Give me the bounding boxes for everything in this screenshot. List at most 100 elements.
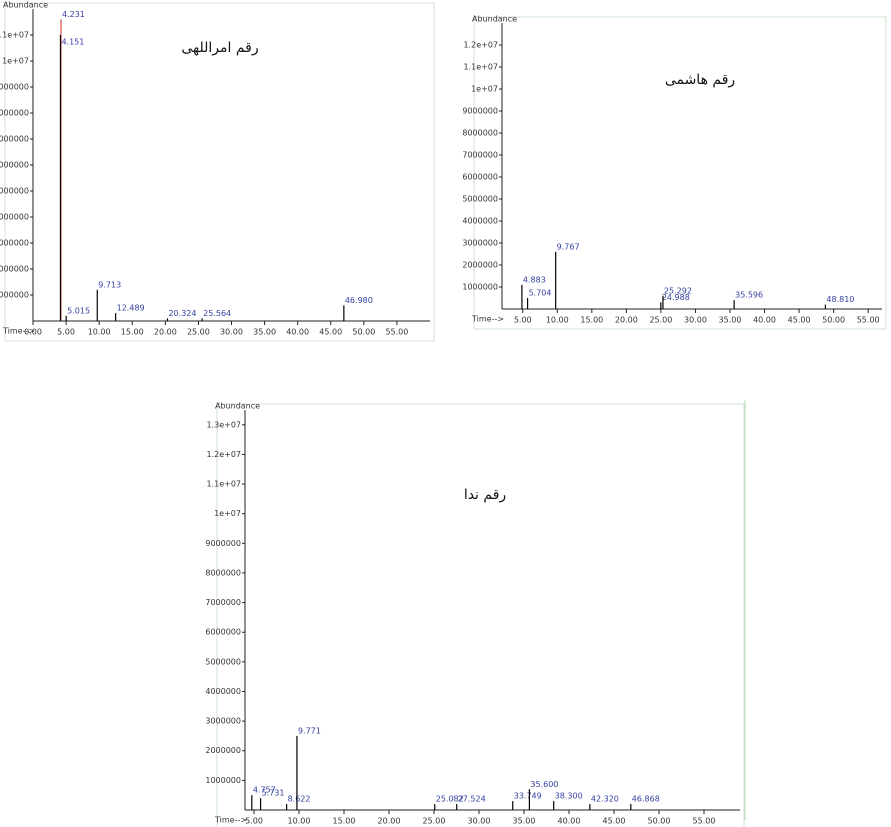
- x-tick-label: 40.00: [753, 316, 776, 325]
- y-tick-label: 8000000: [462, 129, 498, 138]
- peak-label: 42.320: [591, 795, 619, 804]
- x-axis-label: Time-->: [214, 816, 247, 825]
- x-tick-label: 35.00: [719, 316, 742, 325]
- y-tick-label: 1.3e+07: [206, 420, 241, 429]
- peak-label: 24.988: [662, 293, 690, 302]
- x-tick-label: 55.00: [693, 817, 716, 826]
- y-axis-label: Abundance: [472, 15, 517, 24]
- y-tick-label: 1.1e+07: [206, 480, 241, 489]
- x-tick-label: 0.00: [24, 328, 42, 337]
- x-tick-label: 35.00: [253, 328, 276, 337]
- peak-label: 48.810: [826, 295, 854, 304]
- peak-label: 9.767: [557, 242, 580, 251]
- x-tick-label: 55.00: [385, 328, 408, 337]
- x-tick-label: 25.00: [187, 328, 210, 337]
- peak-label: 9.771: [298, 726, 321, 735]
- x-tick-label: 5.00: [57, 328, 75, 337]
- chart-title: رقم ندا: [464, 487, 506, 503]
- x-tick-label: 15.00: [333, 817, 356, 826]
- peak-label: 20.324: [168, 309, 196, 318]
- y-tick-label: 5000000: [462, 195, 498, 204]
- y-tick-label: 3000000: [0, 239, 29, 248]
- x-tick-label: 40.00: [286, 328, 309, 337]
- y-tick-label: 4000000: [205, 687, 241, 696]
- x-tick-label: 30.00: [220, 328, 243, 337]
- peak-label: 35.600: [530, 780, 558, 789]
- peak-label: 5.731: [262, 789, 285, 798]
- y-tick-label: 5000000: [0, 187, 29, 196]
- peak-label: 25.292: [664, 286, 692, 295]
- y-tick-label: 2000000: [0, 265, 29, 274]
- y-tick-label: 1.2e+07: [206, 450, 241, 459]
- y-tick-label: 7000000: [0, 135, 29, 144]
- x-tick-label: 20.00: [615, 316, 638, 325]
- x-tick-label: 35.00: [513, 817, 536, 826]
- x-tick-label: 30.00: [684, 316, 707, 325]
- y-tick-label: 8000000: [205, 568, 241, 577]
- x-tick-label: 50.00: [822, 316, 845, 325]
- x-tick-label: 25.00: [423, 817, 446, 826]
- peak-label: 4.151: [61, 38, 84, 47]
- x-tick-label: 30.00: [468, 817, 491, 826]
- y-tick-label: 1e+07: [471, 85, 498, 94]
- x-tick-label: 50.00: [648, 817, 671, 826]
- peak-label: 27.524: [458, 795, 486, 804]
- peak-label: 12.489: [117, 304, 145, 313]
- y-tick-label: 6000000: [205, 628, 241, 637]
- peak-label: 25.564: [203, 309, 231, 318]
- x-tick-label: 45.00: [319, 328, 342, 337]
- y-tick-label: 4000000: [462, 217, 498, 226]
- x-tick-label: 45.00: [788, 316, 811, 325]
- x-tick-label: 20.00: [378, 817, 401, 826]
- y-tick-label: 1.1e+07: [0, 31, 29, 40]
- y-tick-label: 2000000: [205, 746, 241, 755]
- y-tick-label: 1000000: [0, 291, 29, 300]
- x-tick-label: 25.00: [649, 316, 672, 325]
- peak-label: 38.300: [555, 792, 583, 801]
- y-tick-label: 1e+07: [214, 509, 241, 518]
- y-tick-label: 1.1e+07: [463, 63, 498, 72]
- peak-label: 4.883: [523, 275, 546, 284]
- x-tick-label: 5.00: [245, 817, 263, 826]
- x-tick-label: 5.00: [514, 316, 532, 325]
- peak-label: 25.082: [436, 795, 464, 804]
- peak-label: 9.713: [98, 280, 121, 289]
- peak-label: 4.757: [253, 786, 276, 795]
- y-tick-label: 9000000: [462, 107, 498, 116]
- peak-label: 46.980: [345, 296, 373, 305]
- y-tick-label: 3000000: [205, 717, 241, 726]
- y-tick-label: 1e+07: [2, 57, 29, 66]
- peak-label: 5.015: [67, 306, 90, 315]
- peak-label: 35.596: [735, 291, 763, 300]
- y-tick-label: 3000000: [462, 239, 498, 248]
- y-tick-label: 7000000: [462, 151, 498, 160]
- x-tick-label: 10.00: [88, 328, 111, 337]
- peak-label: 46.868: [632, 795, 660, 804]
- y-tick-label: 2000000: [462, 261, 498, 270]
- chart-title: رقم امراللهی: [181, 40, 258, 56]
- y-tick-label: 1000000: [205, 776, 241, 785]
- x-tick-label: 45.00: [603, 817, 626, 826]
- x-tick-label: 15.00: [121, 328, 144, 337]
- plot-frame: [4, 2, 435, 342]
- y-axis-label: Abundance: [215, 402, 260, 411]
- x-tick-label: 15.00: [580, 316, 603, 325]
- y-tick-label: 1000000: [462, 283, 498, 292]
- x-tick-label: 55.00: [857, 316, 880, 325]
- x-tick-label: 10.00: [546, 316, 569, 325]
- y-tick-label: 7000000: [205, 598, 241, 607]
- peak-label: 4.231: [62, 10, 85, 19]
- y-tick-label: 6000000: [0, 161, 29, 170]
- y-tick-label: 5000000: [205, 657, 241, 666]
- x-tick-label: 10.00: [288, 817, 311, 826]
- plot-frame: [473, 16, 887, 330]
- chart-title: رقم هاشمی: [665, 72, 735, 88]
- plot-frame: [216, 403, 745, 827]
- y-tick-label: 9000000: [0, 83, 29, 92]
- y-axis-label: Abundance: [3, 1, 48, 10]
- x-tick-label: 40.00: [558, 817, 581, 826]
- y-tick-label: 9000000: [205, 539, 241, 548]
- x-axis-label: Time-->: [2, 327, 35, 336]
- x-tick-label: 50.00: [352, 328, 375, 337]
